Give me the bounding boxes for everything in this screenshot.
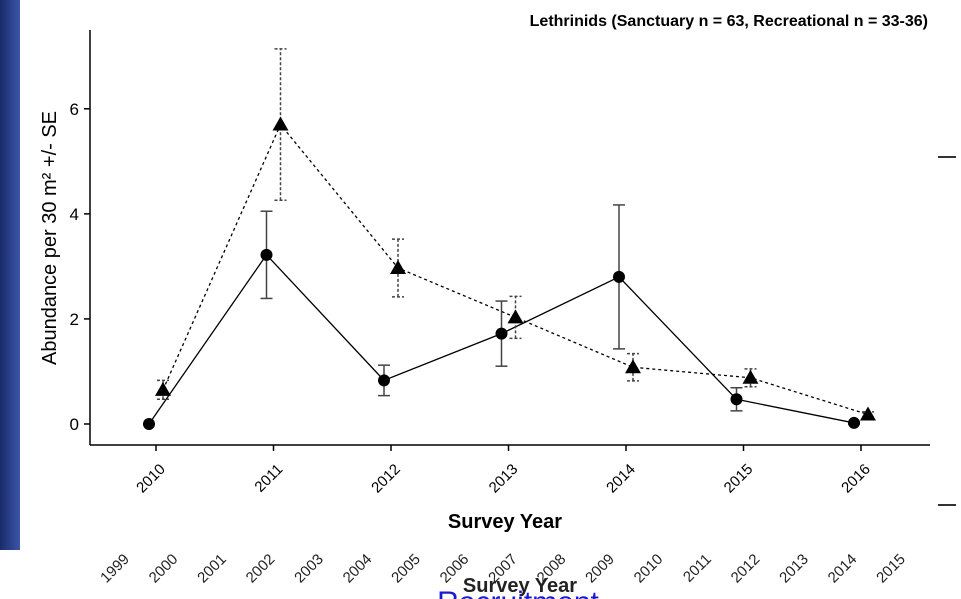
point	[613, 271, 625, 283]
background-tick-label: 2001	[194, 551, 230, 587]
y-axis-label: Abundance per 30 m² +/- SE	[39, 111, 61, 365]
point	[155, 382, 171, 396]
series-line	[163, 125, 868, 415]
point	[860, 407, 876, 421]
background-tick-label: 2002	[243, 551, 279, 587]
chart-title: Lethrinids (Sanctuary n = 63, Recreation…	[530, 13, 928, 30]
background-tick-label: 2011	[680, 551, 715, 586]
point	[273, 117, 289, 131]
point	[508, 309, 524, 323]
point	[625, 359, 641, 373]
background-x-label: Survey Year	[463, 575, 577, 597]
background-tick-label: 2013	[776, 551, 812, 587]
point	[378, 374, 390, 386]
x-tick-label: 2013	[486, 461, 522, 497]
point	[390, 260, 406, 274]
point	[496, 328, 508, 340]
background-tick-label: 1999	[97, 551, 133, 587]
y-tick-label: 6	[70, 100, 79, 119]
background-tick-label: 2000	[146, 551, 182, 587]
x-tick-label: 2011	[251, 461, 286, 496]
x-axis-label: Survey Year	[448, 511, 562, 533]
y-tick-label: 2	[70, 310, 79, 329]
x-tick-label: 2010	[133, 461, 169, 497]
x-tick-label: 2014	[603, 461, 639, 497]
y-tick-label: 0	[70, 415, 79, 434]
y-tick-label: 4	[70, 205, 79, 224]
background-tick-label: 2014	[825, 551, 861, 587]
background-tick-label: 2005	[388, 551, 424, 587]
background-strip	[0, 0, 20, 550]
point	[261, 249, 273, 261]
point	[848, 417, 860, 429]
x-tick-label: 2016	[838, 461, 874, 497]
point	[143, 418, 155, 430]
x-tick-label: 2015	[721, 461, 757, 497]
point	[731, 393, 743, 405]
background-tick-label: 2004	[340, 551, 376, 587]
chart: Recruitment Survey Year 1999200020012002…	[0, 0, 961, 599]
x-tick-label: 2012	[368, 461, 404, 497]
page: Recruitment Survey Year 1999200020012002…	[0, 0, 961, 599]
background-tick-label: 2010	[631, 551, 667, 587]
background-tick-label: 2012	[728, 551, 764, 587]
background-tick-label: 2009	[582, 551, 618, 587]
background-tick-label: 2003	[291, 551, 327, 587]
background-tick-label: 2015	[873, 551, 909, 587]
